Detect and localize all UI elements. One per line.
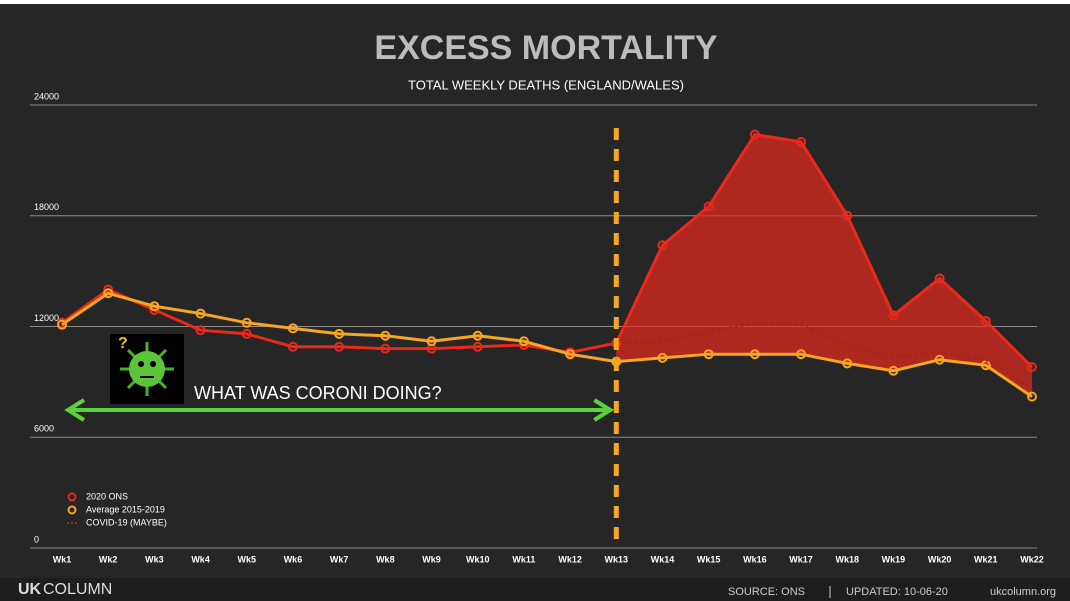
legend-label: 2020 ONS bbox=[86, 491, 128, 501]
x-tick-label: Wk21 bbox=[974, 554, 998, 564]
x-tick-label: Wk20 bbox=[928, 554, 952, 564]
updated: UPDATED: 10-06-20 bbox=[846, 586, 948, 598]
x-tick-label: Wk17 bbox=[789, 554, 813, 564]
svg-text:?: ? bbox=[118, 335, 128, 352]
x-tick-label: Wk18 bbox=[835, 554, 859, 564]
y-tick-label: 0 bbox=[34, 534, 39, 544]
x-tick-label: Wk7 bbox=[330, 554, 349, 564]
virus-icon: ? bbox=[110, 334, 184, 404]
x-tick-label: Wk11 bbox=[512, 554, 535, 564]
source: SOURCE: ONS bbox=[728, 586, 805, 598]
brand-bold: UK bbox=[18, 581, 42, 598]
x-tick-label: Wk10 bbox=[466, 554, 490, 564]
x-tick-label: Wk9 bbox=[422, 554, 441, 564]
x-tick-label: Wk16 bbox=[743, 554, 767, 564]
y-tick-label: 6000 bbox=[34, 424, 54, 434]
chart: EXCESS MORTALITY TOTAL WEEKLY DEATHS (EN… bbox=[0, 0, 1070, 601]
page: EXCESS MORTALITY TOTAL WEEKLY DEATHS (EN… bbox=[0, 0, 1070, 601]
y-tick-label: 24000 bbox=[34, 91, 59, 101]
annotation: WHAT WAS CORONI DOING? bbox=[194, 383, 442, 403]
x-tick-label: Wk6 bbox=[284, 554, 303, 564]
site: ukcolumn.org bbox=[990, 586, 1056, 598]
x-tick-label: Wk2 bbox=[99, 554, 118, 564]
x-tick-label: Wk4 bbox=[191, 554, 210, 564]
chart-subtitle: TOTAL WEEKLY DEATHS (ENGLAND/WALES) bbox=[408, 77, 684, 92]
x-tick-label: Wk15 bbox=[697, 554, 721, 564]
legend-label: COVID-19 (MAYBE) bbox=[86, 517, 167, 527]
chart-title: EXCESS MORTALITY bbox=[374, 29, 717, 67]
x-tick-label: Wk3 bbox=[145, 554, 164, 564]
x-tick-label: Wk13 bbox=[605, 554, 629, 564]
x-tick-label: Wk14 bbox=[651, 554, 675, 564]
x-tick-label: Wk22 bbox=[1020, 554, 1044, 564]
x-tick-label: Wk5 bbox=[238, 554, 257, 564]
x-tick-label: Wk8 bbox=[376, 554, 395, 564]
x-tick-label: Wk12 bbox=[558, 554, 582, 564]
brand-light: COLUMN bbox=[43, 581, 112, 598]
x-tick-label: Wk19 bbox=[882, 554, 906, 564]
y-tick-label: 12000 bbox=[34, 313, 59, 323]
x-tick-label: Wk1 bbox=[53, 554, 72, 564]
legend-label: Average 2015-2019 bbox=[86, 504, 165, 514]
y-tick-label: 18000 bbox=[34, 202, 59, 212]
